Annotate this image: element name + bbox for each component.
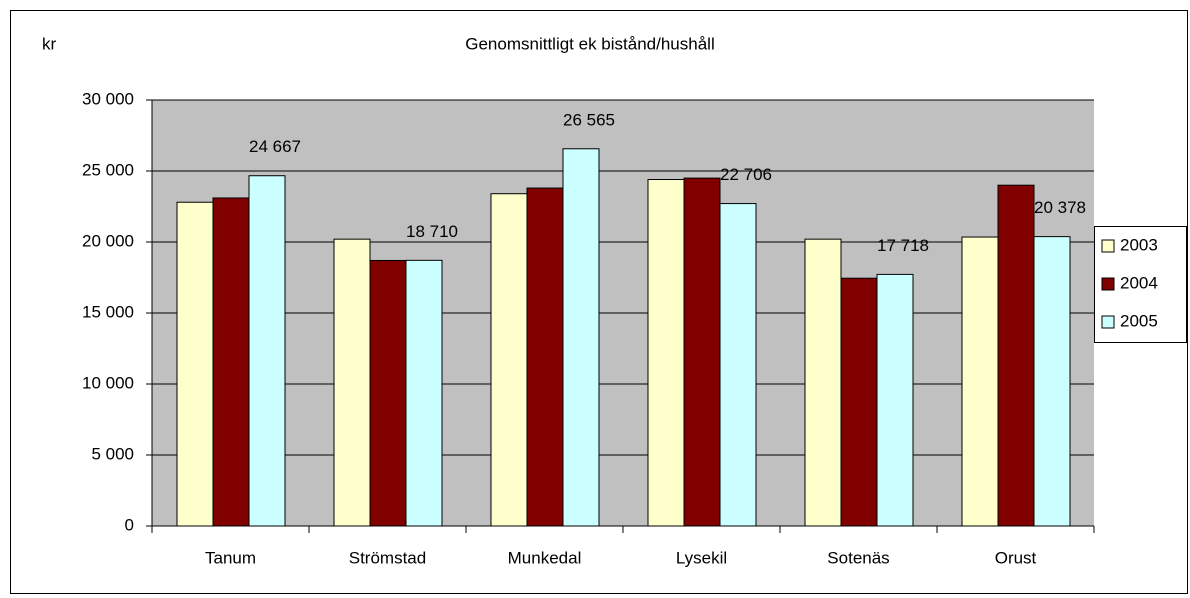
y-axis-label: kr (42, 34, 57, 53)
y-tick-label: 10 000 (82, 373, 134, 392)
bar (1033, 236, 1071, 527)
legend-swatch (1101, 277, 1115, 291)
legend-swatch (1101, 239, 1115, 253)
x-tick-label: Strömstad (349, 548, 426, 567)
legend-label: 2003 (1120, 235, 1158, 254)
chart-title: Genomsnittligt ek bistånd/hushåll (465, 34, 714, 53)
bar (719, 203, 757, 527)
data-label: 22 706 (720, 165, 772, 184)
y-tick-label: 30 000 (82, 89, 134, 108)
x-tick-label: Sotenäs (827, 548, 889, 567)
bar (997, 184, 1035, 527)
bar (840, 277, 878, 527)
bar (333, 238, 371, 527)
legend-label: 2004 (1120, 273, 1158, 292)
data-label: 18 710 (406, 222, 458, 241)
bar (804, 238, 842, 527)
x-tick-label: Munkedal (508, 548, 582, 567)
data-label: 20 378 (1034, 198, 1086, 217)
y-tick-label: 25 000 (82, 160, 134, 179)
bar (490, 193, 528, 527)
bar (647, 179, 685, 527)
bar (248, 175, 286, 527)
bar (176, 201, 214, 527)
y-tick-label: 5 000 (91, 444, 134, 463)
bar (526, 187, 564, 527)
data-label: 24 667 (249, 137, 301, 156)
y-tick-label: 15 000 (82, 302, 134, 321)
bar (369, 259, 407, 527)
x-tick-label: Orust (995, 548, 1037, 567)
x-tick-label: Lysekil (676, 548, 727, 567)
legend-swatch (1101, 315, 1115, 329)
bar (876, 273, 914, 527)
y-tick-label: 20 000 (82, 231, 134, 250)
bar (683, 177, 721, 527)
y-tick-label: 0 (125, 515, 134, 534)
bar (961, 236, 999, 527)
bar (562, 148, 600, 527)
data-label: 26 565 (563, 110, 615, 129)
x-tick-label: Tanum (205, 548, 256, 567)
data-label: 17 718 (877, 236, 929, 255)
bar (212, 197, 250, 527)
bar (405, 259, 443, 527)
legend-label: 2005 (1120, 311, 1158, 330)
